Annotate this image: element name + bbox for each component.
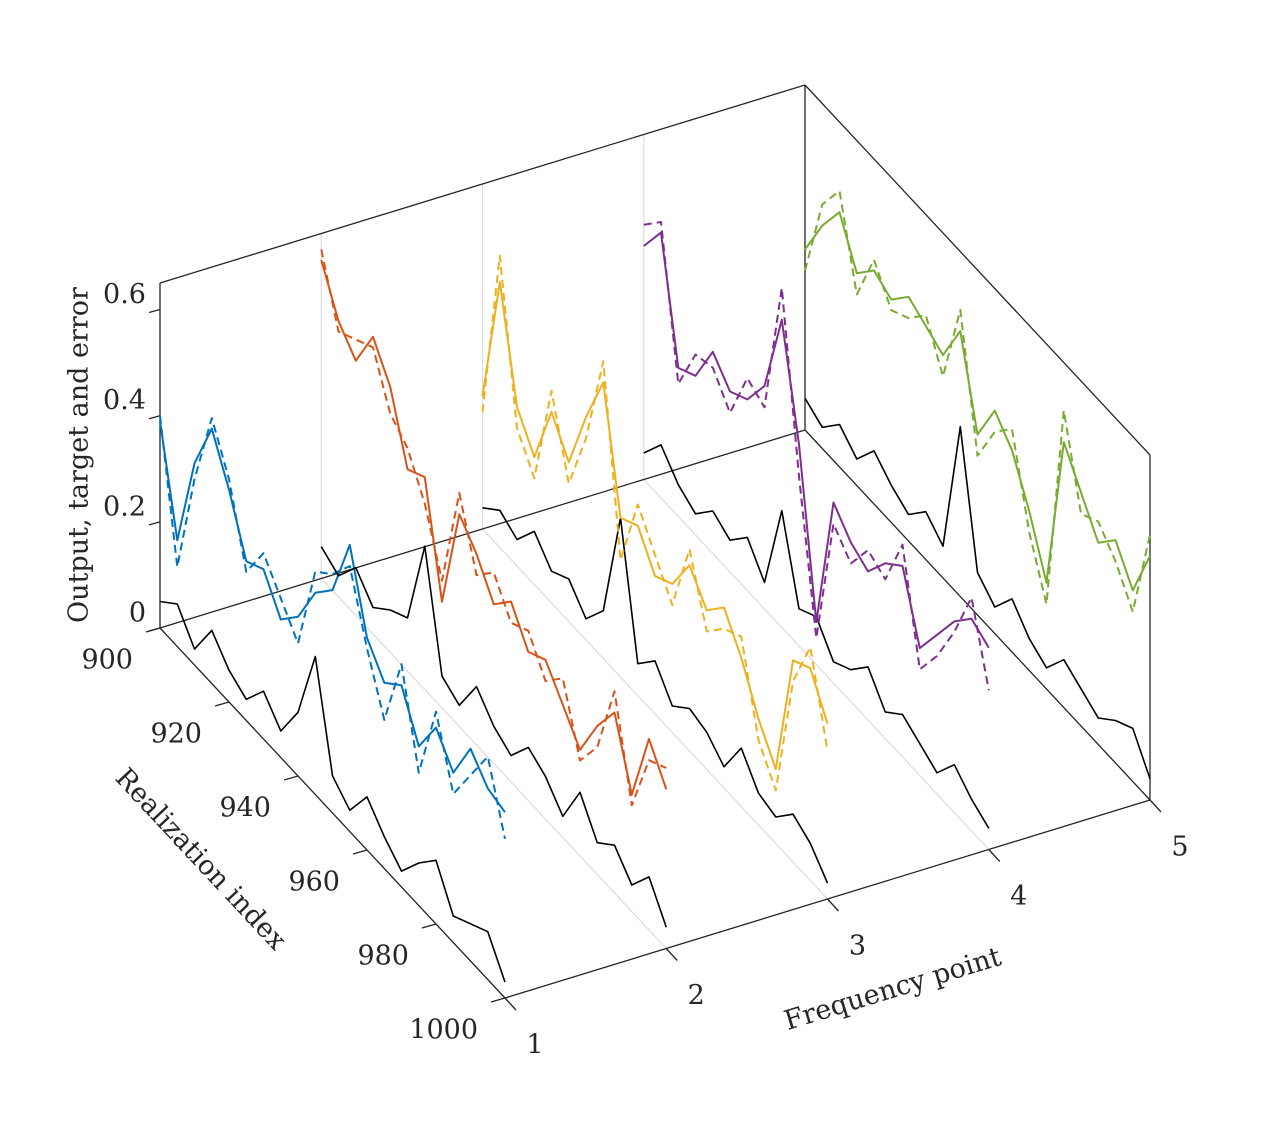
floor-grid-line: [643, 479, 990, 850]
output-line: [804, 211, 1151, 592]
x-tick-label: 920: [150, 719, 202, 750]
x-tick: [145, 627, 161, 633]
x-tick-label: 980: [357, 941, 409, 972]
axis-line: [159, 627, 506, 999]
output-line: [643, 231, 990, 650]
y-axis-label: Frequency point: [781, 941, 1005, 1036]
target-line: [481, 254, 829, 792]
output-line: [481, 281, 829, 771]
z-axis-label: Output, target and error: [64, 287, 95, 623]
axis-line: [804, 429, 1151, 801]
error-line: [482, 507, 829, 884]
target-line: [159, 415, 506, 840]
x-tick: [214, 701, 230, 707]
output-line: [320, 259, 668, 796]
axis-line: [159, 84, 806, 284]
y-tick-label: 1: [526, 1030, 543, 1061]
z-tick: [148, 308, 161, 314]
y-tick: [665, 948, 678, 961]
y-tick: [1149, 799, 1162, 813]
axis-line: [804, 84, 1151, 456]
z-tick: [148, 415, 161, 420]
x-tick: [352, 849, 368, 855]
y-tick-label: 3: [849, 931, 866, 962]
x-tick: [283, 775, 299, 781]
y-tick: [827, 898, 839, 912]
z-tick-label: 0.2: [103, 491, 146, 522]
z-tick-label: 0.4: [103, 385, 146, 416]
error-line: [159, 600, 506, 983]
target-line: [320, 249, 667, 807]
target-line: [804, 190, 1151, 613]
x-axis-label: Realization index: [109, 762, 293, 956]
z-tick: [148, 521, 161, 526]
error-line: [804, 397, 1151, 780]
y-tick-label: 5: [1171, 832, 1188, 863]
target-line: [643, 221, 990, 691]
x-tick: [421, 923, 437, 929]
floor-grid-line: [320, 578, 667, 949]
error-line: [320, 545, 668, 928]
floor-grid-line: [482, 528, 828, 900]
axis-line: [159, 429, 806, 629]
x-tick: [490, 997, 506, 1003]
output-line: [159, 420, 506, 813]
x-tick-label: 1000: [409, 1015, 478, 1046]
z-tick-label: 0.6: [103, 279, 146, 310]
y-tick: [504, 997, 517, 1011]
y-tick-label: 2: [688, 980, 705, 1011]
x-tick-label: 960: [288, 867, 340, 898]
x-tick-label: 940: [219, 793, 271, 824]
x-tick-label: 900: [81, 645, 133, 676]
y-tick-label: 4: [1010, 881, 1027, 912]
z-tick-label: 0: [129, 598, 146, 629]
y-tick: [988, 849, 1001, 862]
error-line: [643, 444, 990, 829]
